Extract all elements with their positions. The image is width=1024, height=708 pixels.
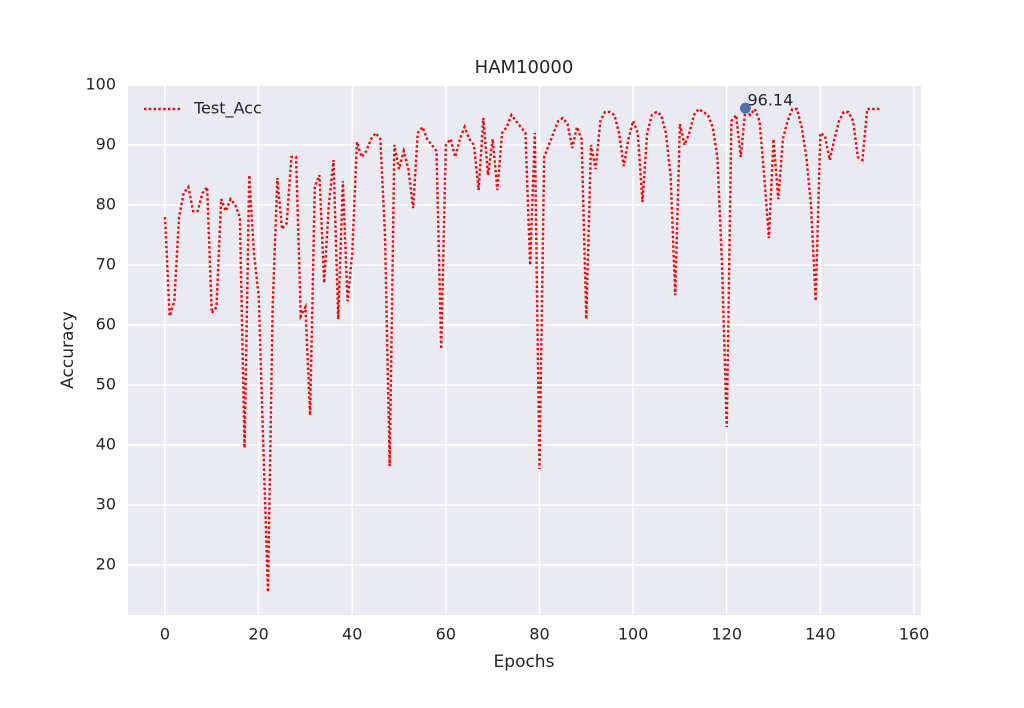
x-axis-label: Epochs <box>494 652 555 672</box>
x-tick-label: 140 <box>805 625 836 644</box>
y-tick-label: 30 <box>96 495 116 514</box>
x-tick-label: 80 <box>529 625 549 644</box>
y-tick-label: 50 <box>96 375 116 394</box>
annotation-label: 96.14 <box>747 91 793 110</box>
legend-label: Test_Acc <box>193 99 262 119</box>
y-tick-label: 100 <box>85 75 116 94</box>
x-tick-label: 160 <box>899 625 930 644</box>
x-tick-label: 100 <box>618 625 649 644</box>
y-tick-label: 70 <box>96 255 116 274</box>
x-tick-label: 60 <box>436 625 456 644</box>
y-tick-label: 20 <box>96 555 116 574</box>
y-tick-label: 90 <box>96 135 116 154</box>
data-line <box>163 104 882 593</box>
x-tick-label: 120 <box>711 625 742 644</box>
annotation-point <box>739 102 751 114</box>
y-tick-label: 60 <box>96 315 116 334</box>
x-tick-label: 20 <box>248 625 268 644</box>
x-tick-label: 40 <box>342 625 362 644</box>
y-axis-label: Accuracy <box>58 311 78 389</box>
y-tick-label: 80 <box>96 195 116 214</box>
x-tick-label: 0 <box>160 625 170 644</box>
y-tick-label: 40 <box>96 435 116 454</box>
chart-title: HAM10000 <box>475 57 574 78</box>
